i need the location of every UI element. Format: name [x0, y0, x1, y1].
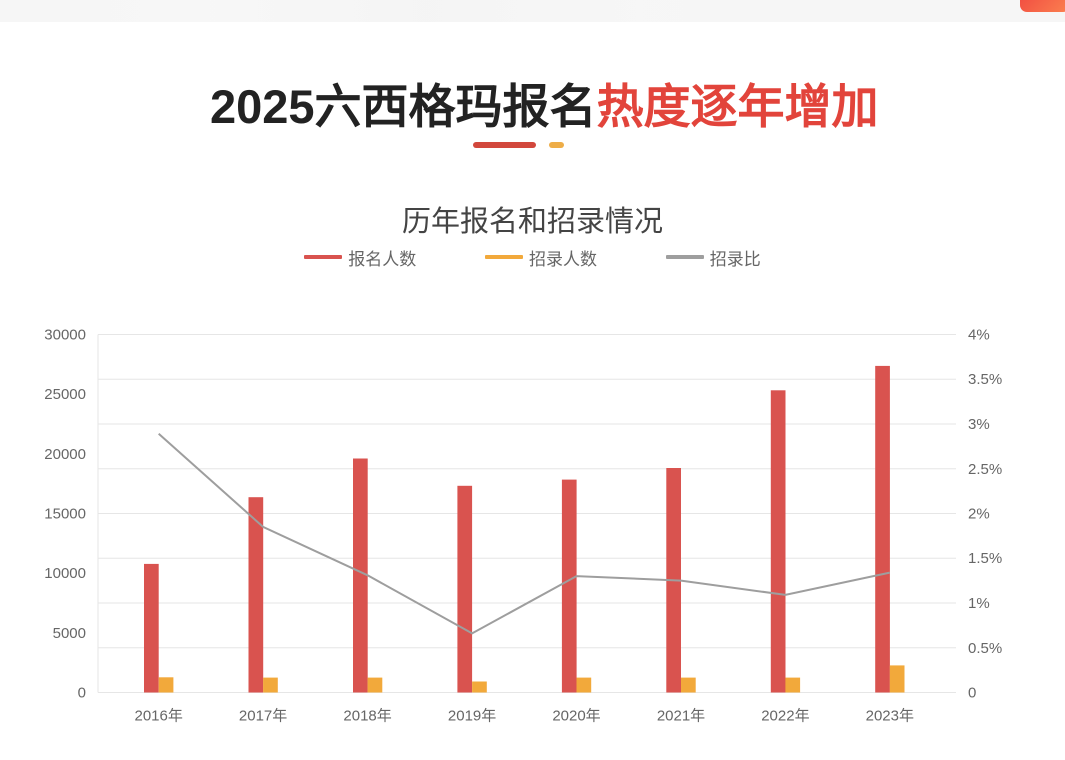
svg-text:3.5%: 3.5% — [968, 371, 1002, 388]
svg-text:5000: 5000 — [53, 625, 86, 642]
svg-text:2016年: 2016年 — [135, 708, 183, 725]
svg-text:20000: 20000 — [44, 446, 86, 463]
svg-text:10000: 10000 — [44, 565, 86, 582]
svg-text:2021年: 2021年 — [657, 708, 705, 725]
svg-text:4%: 4% — [968, 327, 990, 344]
svg-text:2023年: 2023年 — [866, 708, 914, 725]
svg-text:2019年: 2019年 — [448, 708, 496, 725]
svg-text:2022年: 2022年 — [761, 708, 809, 725]
svg-text:2018年: 2018年 — [343, 708, 391, 725]
svg-text:25000: 25000 — [44, 386, 86, 403]
svg-text:2%: 2% — [968, 506, 990, 523]
svg-text:2020年: 2020年 — [552, 708, 600, 725]
svg-text:15000: 15000 — [44, 506, 86, 523]
svg-text:3%: 3% — [968, 416, 990, 433]
svg-text:30000: 30000 — [44, 327, 86, 344]
svg-text:2017年: 2017年 — [239, 708, 287, 725]
svg-text:0.5%: 0.5% — [968, 640, 1002, 657]
svg-text:2.5%: 2.5% — [968, 461, 1002, 478]
svg-text:1%: 1% — [968, 595, 990, 612]
svg-text:0: 0 — [968, 685, 976, 702]
svg-text:1.5%: 1.5% — [968, 550, 1002, 567]
svg-text:0: 0 — [78, 685, 86, 702]
